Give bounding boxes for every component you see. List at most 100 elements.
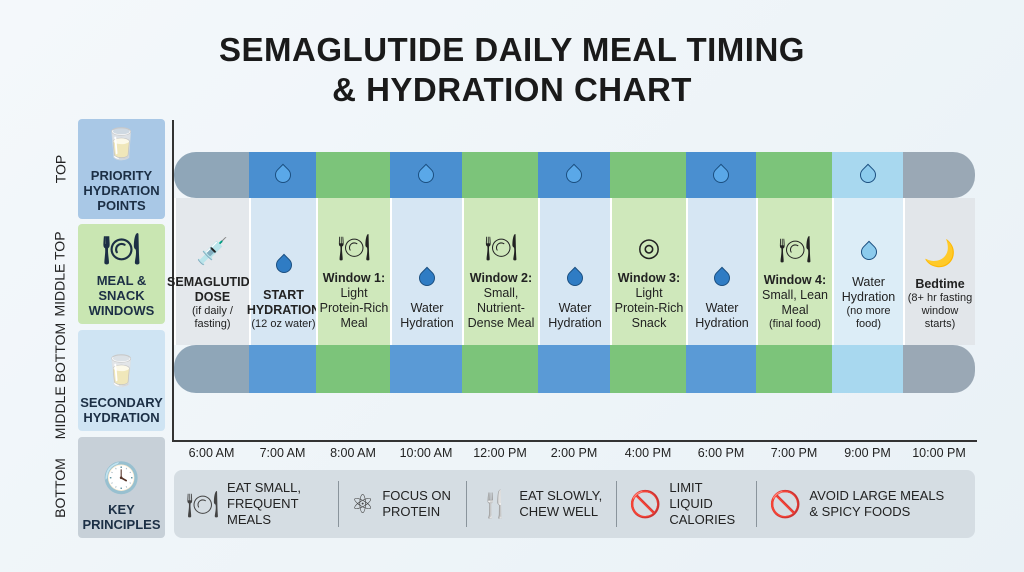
row-label-box: 🥛 PRIORITY HYDRATION POINTS [78,119,165,219]
row-side-text: TOP [52,154,68,184]
column-title: Window 4: [763,273,827,287]
plate-cutlery-icon: 🍽 [484,232,518,262]
principle-text: FOCUS ON PROTEIN [382,488,451,519]
plate-cutlery-icon: 🍽 [102,233,141,266]
bottom-band-cell [174,345,249,393]
column-text: Water Hydration [400,301,454,330]
bottom-band-cell [390,345,462,393]
column-subtext: (if daily / fasting) [192,305,233,330]
column-subtext: (final food) [769,318,821,330]
row-side-label: MIDDLE BOTTOM [44,322,76,438]
water-drop-icon [271,163,294,187]
row-side-text: BOTTOM [52,457,69,518]
timeline-column: Water Hydration [390,198,462,345]
title-line-1: SEMAGLUTIDE DAILY MEAL TIMING [219,31,805,68]
time-label: 10:00 AM [399,446,453,460]
water-drop-icon [272,248,295,280]
time-label: 10:00 PM [912,446,966,460]
time-label: 9:00 PM [844,446,891,460]
column-title: SEMAGLUTIDE DOSE [167,275,258,304]
time-label: 7:00 PM [770,446,818,460]
clock-icon: 🕓 [102,462,141,495]
column-text: Light Protein-Rich Meal [319,286,389,330]
timeline-column: ◎ Window 3: Light Protein-Rich Snack [610,198,686,345]
injection-pen-clock-icon: 💉 [196,236,229,266]
column-subtext: (no more food) [846,305,891,330]
water-drop-icon [710,261,734,293]
plate-cutlery-icon: 🍽 [337,232,371,262]
drop-shape [563,266,587,290]
key-principles-bar: 🍽 EAT SMALL, FREQUENT MEALS ⚛ FOCUS ON PROT… [174,470,975,538]
time-label: 6:00 PM [697,446,745,460]
timeline-column: Water Hydration [686,198,756,345]
top-band-cell [686,152,756,198]
row-label-box: 🕓 KEY PRINCIPLES [78,437,165,538]
column-subtext: (12 oz water) [251,318,316,330]
principle-item: 🍽 EAT SMALL, FREQUENT MEALS [174,480,339,527]
time-label: 6:00 AM [188,446,235,460]
bottom-band-cell [756,345,832,393]
bottom-band-cell [832,345,903,393]
drop-shape [415,266,439,290]
bottom-band-cell [249,345,316,393]
water-drop-icon [562,163,586,187]
water-drop-icon [563,261,587,293]
column-title: Window 3: [617,271,681,285]
bottom-band-cell [610,345,686,393]
timeline-column: 🍽 Window 1: Light Protein-Rich Meal [316,198,390,345]
row-label: KEY PRINCIPLES [82,502,161,532]
column-title: Window 2: [469,271,533,285]
column-text: Light Protein-Rich Snack [614,286,684,330]
timeline-column: 💉 SEMAGLUTIDE DOSE (if daily / fasting) [167,198,258,345]
principle-text: LIMIT LIQUID CALORIES [669,480,736,527]
row-side-label: TOP [44,119,76,219]
time-axis [172,440,977,442]
principle-item: 🚫 LIMIT LIQUID CALORIES [617,480,757,527]
principle-item: 🍴 EAT SLOWLY, CHEW WELL [467,481,617,527]
column-text: Water Hydration [841,275,896,304]
column-subtext: (8+ hr fasting window starts) [907,292,973,330]
vertical-axis [172,120,174,442]
column-text: Water Hydration [695,301,749,330]
principle-text: EAT SMALL, FREQUENT MEALS [227,480,301,527]
water-drop-icon [414,163,438,187]
row-label-box: 🥛 SECONDARY HYDRATION [78,330,165,431]
drop-shape [710,266,734,290]
row-side-text: MIDDLE BOTTOM [52,322,69,439]
column-text: Small, Nutrient-Dense Meal [467,286,535,330]
time-label: 12:00 PM [473,446,527,460]
time-label: 2:00 PM [550,446,598,460]
bottom-band-cell [538,345,610,393]
principle-text: EAT SLOWLY, CHEW WELL [519,488,603,519]
row-label: PRIORITY HYDRATION POINTS [83,168,160,213]
timeline-column: 🍽 Window 4: Small, Lean Meal (final food) [756,198,832,345]
meal-windows-row: 💉 SEMAGLUTIDE DOSE (if daily / fasting) STA… [167,198,975,345]
top-band-cell [316,152,390,198]
row-side-label: BOTTOM [44,437,76,538]
column-text: Small, Lean Meal [761,288,828,317]
bottom-band-cell [686,345,756,393]
plate-icon: ◎ [637,232,661,262]
priority-hydration-band [174,152,975,198]
time-label: 8:00 AM [330,446,376,460]
top-band-cell [249,152,316,198]
column-title: START HYDRATION [246,288,321,317]
water-drop-icon [709,163,733,187]
plate-cutlery-icon: 🍽 [186,488,220,519]
timeline-column: 🌙 Bedtime (8+ hr fasting window starts) [903,198,975,345]
title-line-2: & HYDRATION CHART [332,71,692,108]
chart-title: SEMAGLUTIDE DAILY MEAL TIMING & HYDRATIO… [0,30,1024,110]
top-band-cell [390,152,462,198]
time-label: 7:00 AM [259,446,306,460]
timeline-column: 🍽 Window 2: Small, Nutrient-Dense Meal [462,198,538,345]
top-band-cell [903,152,975,198]
plate-cutlery-icon: 🍽 [778,234,812,264]
principle-item: ⚛ FOCUS ON PROTEIN [339,481,467,527]
water-drop-icon [856,163,879,187]
top-band-cell [174,152,249,198]
water-drop-icon [415,261,439,293]
moon-sleep-icon: 🌙 [923,238,957,268]
drop-shape [857,240,880,264]
column-text: Water Hydration [548,301,602,330]
top-band-cell [462,152,538,198]
